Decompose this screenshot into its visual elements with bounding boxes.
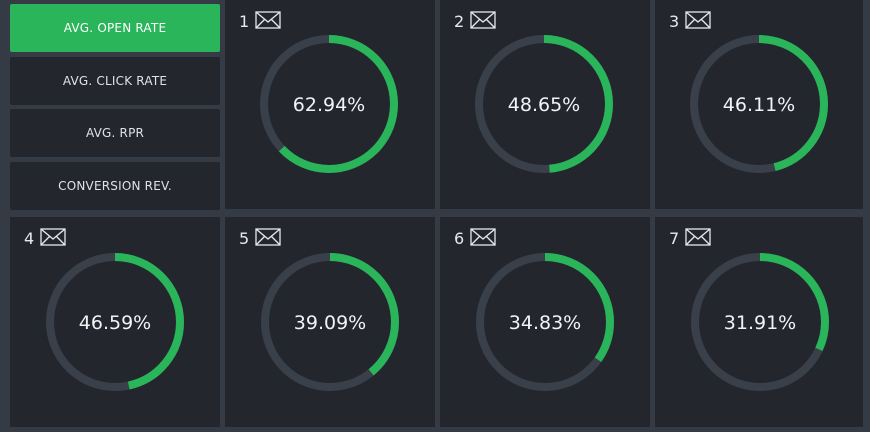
gauge-fill [690, 35, 828, 173]
open-rate-value: 34.83% [509, 312, 581, 334]
envelope-icon [40, 227, 66, 246]
envelope-icon [255, 227, 281, 246]
campaign-header: 1 [239, 10, 281, 31]
avg-rpr-button[interactable]: AVG. RPR [10, 109, 220, 157]
open-rate-gauge: 62.94% [260, 35, 398, 173]
gauge-fill [46, 253, 184, 391]
avg-open-rate-button[interactable]: AVG. OPEN RATE [10, 4, 220, 52]
campaign-number: 3 [669, 12, 680, 31]
open-rate-value: 31.91% [724, 312, 796, 334]
envelope-icon [685, 10, 711, 29]
campaign-tile[interactable]: 3 46.11% [655, 0, 863, 209]
avg-click-rate-button[interactable]: AVG. CLICK RATE [10, 56, 220, 105]
campaign-tile[interactable]: 2 48.65% [440, 0, 650, 209]
gauge-fill [261, 253, 399, 391]
campaign-header: 5 [239, 227, 281, 248]
conversion-rev-button[interactable]: CONVERSION REV. [10, 161, 220, 210]
open-rate-gauge: 46.11% [690, 35, 828, 173]
campaign-tile[interactable]: 7 31.91% [655, 217, 863, 427]
envelope-icon [255, 10, 281, 29]
gauge-fill [691, 253, 829, 391]
envelope-icon [470, 10, 496, 29]
open-rate-value: 39.09% [294, 312, 366, 334]
open-rate-gauge: 34.83% [476, 253, 614, 391]
campaign-tile[interactable]: 4 46.59% [10, 217, 220, 427]
campaign-header: 4 [24, 227, 66, 248]
open-rate-gauge: 48.65% [475, 35, 613, 173]
campaign-header: 3 [669, 10, 711, 31]
open-rate-value: 46.59% [79, 312, 151, 334]
envelope-icon [470, 227, 496, 246]
open-rate-gauge: 31.91% [691, 253, 829, 391]
gauge-fill [475, 35, 613, 173]
campaign-tile[interactable]: 6 34.83% [440, 217, 650, 427]
gauge-fill [476, 253, 614, 391]
open-rate-value: 62.94% [293, 94, 365, 116]
campaign-header: 6 [454, 227, 496, 248]
campaign-number: 7 [669, 229, 680, 248]
open-rate-value: 46.11% [723, 94, 795, 116]
campaign-number: 6 [454, 229, 465, 248]
metric-menu: AVG. OPEN RATE AVG. CLICK RATE AVG. RPR … [10, 4, 220, 214]
campaign-tile[interactable]: 1 62.94% [225, 0, 435, 209]
open-rate-gauge: 39.09% [261, 253, 399, 391]
gauge-fill [260, 35, 398, 173]
campaign-header: 7 [669, 227, 711, 248]
campaign-tile[interactable]: 5 39.09% [225, 217, 435, 427]
open-rate-gauge: 46.59% [46, 253, 184, 391]
open-rate-value: 48.65% [508, 94, 580, 116]
campaign-header: 2 [454, 10, 496, 31]
campaign-number: 5 [239, 229, 250, 248]
campaign-number: 2 [454, 12, 465, 31]
campaign-number: 4 [24, 229, 35, 248]
campaign-number: 1 [239, 12, 250, 31]
envelope-icon [685, 227, 711, 246]
